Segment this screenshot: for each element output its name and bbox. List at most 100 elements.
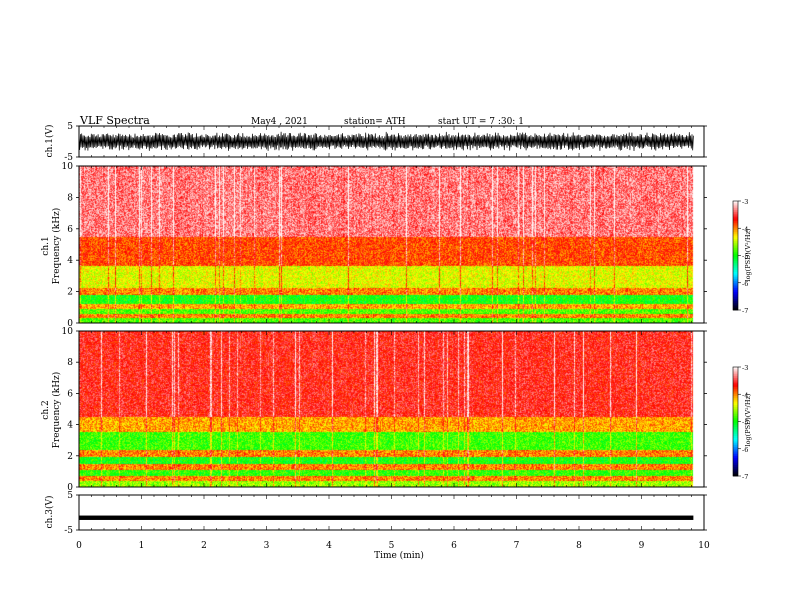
time-tick-label: 9 bbox=[639, 541, 645, 551]
colorbar-swatch bbox=[733, 255, 738, 258]
time-tick-label: 3 bbox=[264, 541, 270, 551]
ch2-colorbar: -3 -4 -5 -6 -7 bbox=[732, 364, 748, 481]
colorbar-swatch bbox=[733, 211, 738, 215]
colorbar-swatch bbox=[733, 459, 738, 462]
colorbar-swatch bbox=[733, 266, 738, 269]
colorbar-swatch bbox=[733, 414, 738, 417]
station-label: station= ATH bbox=[344, 117, 406, 127]
colorbar-swatch bbox=[733, 268, 738, 271]
colorbar-swatch bbox=[733, 388, 738, 392]
ch2_spec-ytick-label: 10 bbox=[62, 327, 74, 337]
ch1_spec-ytick-label: 0 bbox=[67, 319, 73, 329]
colorbar-swatch bbox=[733, 302, 738, 305]
colorbar-swatch bbox=[733, 457, 738, 461]
colorbar-tick-label: -5 bbox=[742, 253, 748, 261]
colorbar-swatch bbox=[733, 430, 738, 433]
colorbar-swatch bbox=[733, 201, 738, 204]
colorbar-swatch bbox=[733, 242, 738, 245]
colorbar-swatch bbox=[733, 448, 738, 451]
colorbar-swatch bbox=[733, 280, 738, 284]
ch1_wave-trace bbox=[78, 131, 694, 152]
colorbar-swatch bbox=[733, 299, 738, 302]
ch3_wave-ytick-label: -5 bbox=[64, 526, 73, 536]
ch1-waveform-panel: 5 -5 bbox=[64, 122, 707, 163]
colorbar-swatch bbox=[733, 259, 738, 262]
time-axis-label: Time (min) bbox=[374, 550, 424, 561]
colorbar-swatch bbox=[733, 439, 738, 442]
ch1_spec-ytick-label: 6 bbox=[67, 225, 73, 235]
colorbar-swatch bbox=[733, 410, 738, 413]
ch1_spec-ytick-label: 4 bbox=[67, 256, 73, 266]
time-tick-label: 8 bbox=[576, 541, 582, 551]
colorbar-swatch bbox=[733, 271, 738, 275]
colorbar-tick-label: -4 bbox=[742, 225, 748, 233]
colorbar-swatch bbox=[733, 224, 738, 227]
colorbar-swatch bbox=[733, 406, 738, 410]
ch2_spec-ytick-label: 6 bbox=[67, 389, 73, 399]
ch1_spec-heatmap bbox=[79, 166, 704, 323]
colorbar-swatch bbox=[733, 295, 738, 298]
colorbar-swatch bbox=[733, 419, 738, 422]
colorbar-swatch bbox=[733, 383, 738, 386]
time-tick-label: 7 bbox=[514, 541, 520, 551]
colorbar-tick-label: -6 bbox=[742, 280, 748, 288]
ch1_spec-ytick-label: 2 bbox=[67, 288, 73, 298]
colorbar-swatch bbox=[733, 202, 738, 206]
colorbar-swatch bbox=[733, 282, 738, 285]
ch2_spec-ytick-label: 0 bbox=[67, 483, 73, 493]
colorbar-tick-label: -3 bbox=[742, 198, 748, 206]
colorbar-swatch bbox=[733, 291, 738, 295]
colorbar-swatch bbox=[733, 425, 738, 428]
ch1_wave-ytick-label: -5 bbox=[64, 153, 73, 163]
colorbar-swatch bbox=[733, 465, 738, 468]
ch2-channel-label: ch.2 bbox=[41, 400, 51, 419]
colorbar-swatch bbox=[733, 463, 738, 466]
colorbar-swatch bbox=[733, 443, 738, 446]
ch2-spectrogram-panel: 0 2 4 6 8 10 bbox=[62, 327, 707, 493]
colorbar-swatch bbox=[733, 308, 738, 311]
colorbar-swatch bbox=[733, 423, 738, 426]
ch2_spec-ytick-label: 4 bbox=[67, 421, 73, 431]
colorbar-swatch bbox=[733, 450, 738, 453]
colorbar-swatch bbox=[733, 293, 738, 296]
colorbar-swatch bbox=[733, 288, 738, 291]
colorbar-swatch bbox=[733, 401, 738, 404]
colorbar-swatch bbox=[733, 213, 738, 216]
colorbar-swatch bbox=[733, 392, 738, 395]
colorbar-swatch bbox=[733, 208, 738, 211]
colorbar-swatch bbox=[733, 235, 738, 238]
colorbar-swatch bbox=[733, 262, 738, 265]
colorbar-swatch bbox=[733, 204, 738, 207]
colorbar-swatch bbox=[733, 306, 738, 309]
colorbar-swatch bbox=[733, 403, 738, 406]
colorbar-swatch bbox=[733, 417, 738, 421]
colorbar-swatch bbox=[733, 474, 738, 477]
colorbar-swatch bbox=[733, 385, 738, 388]
colorbar-swatch bbox=[733, 426, 738, 430]
ch1_spec-ytick-label: 8 bbox=[67, 193, 73, 203]
ch1-freq-ylabel: Frequency (kHz) bbox=[51, 208, 62, 285]
colorbar-swatch bbox=[733, 428, 738, 431]
colorbar-swatch bbox=[733, 264, 738, 267]
colorbar-swatch bbox=[733, 290, 738, 293]
ch1_spec-ytick-label: 10 bbox=[62, 162, 74, 172]
colorbar-swatch bbox=[733, 367, 738, 370]
colorbar-swatch bbox=[733, 470, 738, 473]
colorbar-swatch bbox=[733, 231, 738, 235]
colorbar-swatch bbox=[733, 206, 738, 209]
colorbar-tick-label: -7 bbox=[742, 473, 748, 481]
colorbar-swatch bbox=[733, 421, 738, 424]
colorbar-swatch bbox=[733, 230, 738, 233]
colorbar-swatch bbox=[733, 454, 738, 457]
colorbar-swatch bbox=[733, 432, 738, 435]
colorbar-swatch bbox=[733, 246, 738, 249]
colorbar-swatch bbox=[733, 446, 738, 450]
colorbar-swatch bbox=[733, 370, 738, 373]
colorbar-swatch bbox=[733, 368, 738, 372]
colorbar-swatch bbox=[733, 304, 738, 307]
colorbar-swatch bbox=[733, 244, 738, 247]
colorbar-swatch bbox=[733, 376, 738, 379]
ch3_wave-ytick-label: 5 bbox=[67, 491, 73, 501]
ch1_wave-ytick-label: 5 bbox=[67, 122, 73, 132]
